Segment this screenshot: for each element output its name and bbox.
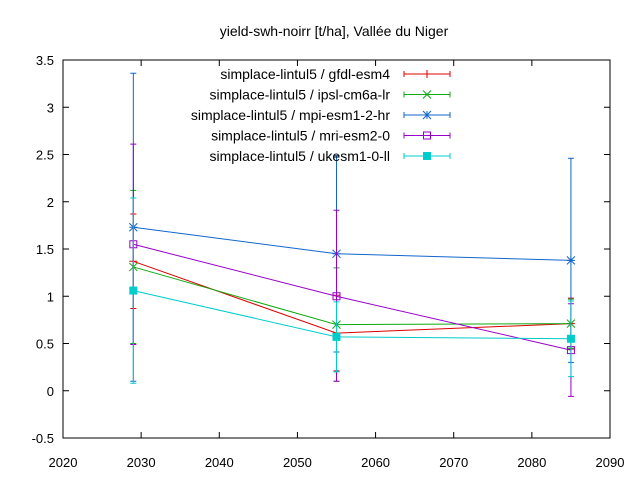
legend-marker	[423, 70, 431, 78]
y-tick-label: 2.5	[36, 148, 54, 163]
x-tick-label: 2060	[361, 455, 390, 470]
y-tick-label: 1	[47, 289, 54, 304]
series-line	[133, 260, 571, 334]
series-1	[129, 213, 575, 372]
legend: simplace-lintul5 / gfdl-esm4 simplace-lin…	[191, 66, 451, 164]
x-tick-label: 2070	[439, 455, 468, 470]
legend-swatch-line	[403, 132, 451, 139]
legend-entry-3: simplace-lintul5 / mpi-esm1-2-hr	[191, 107, 451, 123]
legend-label: simplace-lintul5 / gfdl-esm4	[220, 66, 390, 82]
legend-entry-2: simplace-lintul5 / ipsl-cm6a-lr	[210, 87, 451, 103]
y-tick-label: 3.5	[36, 53, 54, 68]
x-tick-label: 2020	[49, 455, 78, 470]
y-tick-label: 1.5	[36, 242, 54, 257]
series-line	[133, 266, 571, 326]
series-4	[129, 143, 575, 397]
legend-marker	[423, 131, 431, 140]
series-group	[128, 72, 576, 397]
y-tick-label: 0	[47, 384, 54, 399]
series-line	[133, 226, 571, 261]
x-tick-label: 2030	[127, 455, 156, 470]
legend-label: simplace-lintul5 / mri-esm2-0	[211, 128, 390, 144]
data-point	[332, 332, 341, 341]
axes: 2020 2030 2040 2050 2060 2070 2080 2090 -0.5 0 0.5…	[32, 53, 625, 470]
series-line	[133, 290, 571, 340]
legend-marker	[422, 90, 432, 99]
y-tick-label: 2	[47, 195, 54, 210]
y-tick-label: -0.5	[32, 431, 54, 446]
legend-label: simplace-lintul5 / ukesm1-0-ll	[209, 148, 390, 164]
series-5	[129, 197, 575, 384]
series-2	[128, 189, 576, 382]
chart-title: yield-swh-noirr [t/ha], Vallée du Niger	[220, 23, 449, 39]
legend-marker	[423, 152, 431, 160]
legend-label: simplace-lintul5 / ipsl-cm6a-lr	[210, 87, 391, 103]
legend-entry-5: simplace-lintul5 / ukesm1-0-ll	[209, 148, 451, 164]
legend-entry-4: simplace-lintul5 / mri-esm2-0	[211, 128, 451, 144]
x-tick-label: 2050	[283, 455, 312, 470]
y-tick-label: 0.5	[36, 337, 54, 352]
data-point	[332, 292, 341, 301]
data-point	[566, 334, 575, 343]
x-tick-label: 2040	[205, 455, 234, 470]
series-line	[133, 243, 572, 351]
x-tick-label: 2090	[596, 455, 625, 470]
legend-marker	[422, 110, 432, 120]
y-tick-label: 3	[47, 100, 54, 115]
legend-entry-1: simplace-lintul5 / gfdl-esm4	[220, 66, 451, 82]
data-point	[566, 255, 576, 265]
x-tick-label: 2080	[517, 455, 546, 470]
legend-label: simplace-lintul5 / mpi-esm1-2-hr	[191, 107, 391, 123]
data-point	[129, 286, 138, 295]
